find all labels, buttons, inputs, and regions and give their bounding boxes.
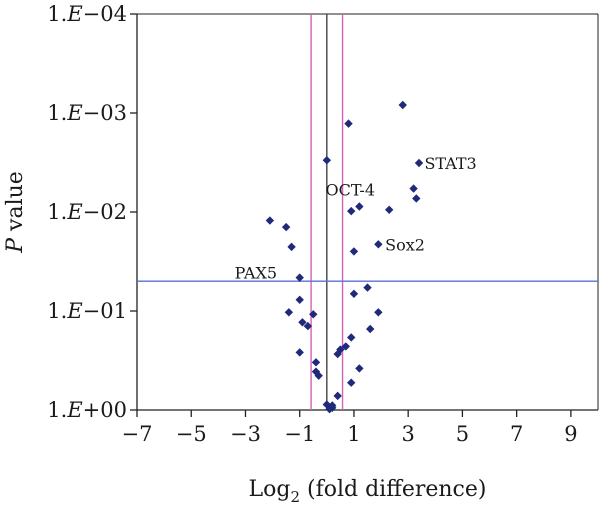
- data-point: [384, 205, 394, 214]
- data-point: [303, 321, 313, 331]
- data-point: [363, 283, 372, 292]
- data-point: [287, 242, 296, 252]
- data-point: [281, 222, 291, 232]
- data-point: [309, 310, 318, 319]
- data-point: [355, 202, 364, 211]
- x-tick-label: 3: [401, 422, 414, 446]
- data-point: [414, 158, 424, 168]
- data-point: [347, 333, 356, 342]
- x-tick-label: 7: [510, 422, 523, 446]
- point-annotation: Sox2: [385, 235, 425, 254]
- x-tick-label: 9: [564, 422, 577, 446]
- data-point: [409, 184, 418, 193]
- data-point: [333, 391, 342, 401]
- y-axis-title: P value: [3, 171, 28, 254]
- y-tick-label: 1.E−02: [47, 200, 127, 224]
- data-point: [284, 308, 294, 317]
- plot-area: 1.E+00 1.E−01 1.E−02 1.E−03 1.E−04 −7 −5 −3 −1 1 3…: [3, 2, 599, 506]
- data-point: [314, 371, 323, 380]
- data-point: [374, 308, 383, 317]
- data-point: [295, 273, 304, 282]
- x-tick-label: −5: [176, 422, 207, 446]
- y-tick-label: 1.E+00: [47, 398, 127, 422]
- y-tick-label: 1.E−01: [47, 299, 127, 323]
- data-point: [344, 119, 353, 128]
- data-point: [265, 216, 275, 225]
- data-point: [347, 378, 356, 387]
- data-point: [295, 348, 304, 357]
- y-tick-label: 1.E−03: [47, 101, 127, 125]
- data-point: [366, 324, 375, 334]
- data-point: [398, 100, 407, 110]
- data-point: [295, 295, 304, 304]
- data-point: [311, 358, 321, 367]
- data-point: [333, 349, 342, 359]
- data-point: [374, 240, 383, 249]
- point-annotation: STAT3: [424, 154, 476, 173]
- x-tick-label: −1: [284, 422, 315, 446]
- y-tick-label: 1.E−04: [47, 2, 127, 26]
- data-point: [349, 247, 359, 256]
- data-point: [298, 318, 307, 327]
- data-point: [325, 404, 334, 414]
- data-point: [412, 194, 421, 203]
- x-tick-label: 1: [347, 422, 360, 446]
- data-point: [341, 342, 351, 351]
- point-annotation: OCT-4: [325, 180, 375, 199]
- data-point: [322, 156, 332, 165]
- data-point: [355, 364, 364, 373]
- x-tick-label: −7: [122, 422, 153, 446]
- x-axis-title: Log2 (fold difference): [249, 477, 487, 506]
- data-point: [349, 289, 359, 298]
- point-annotation: PAX5: [235, 264, 277, 283]
- x-tick-label: −3: [230, 422, 261, 446]
- x-tick-label: 5: [456, 422, 469, 446]
- data-point: [347, 206, 356, 216]
